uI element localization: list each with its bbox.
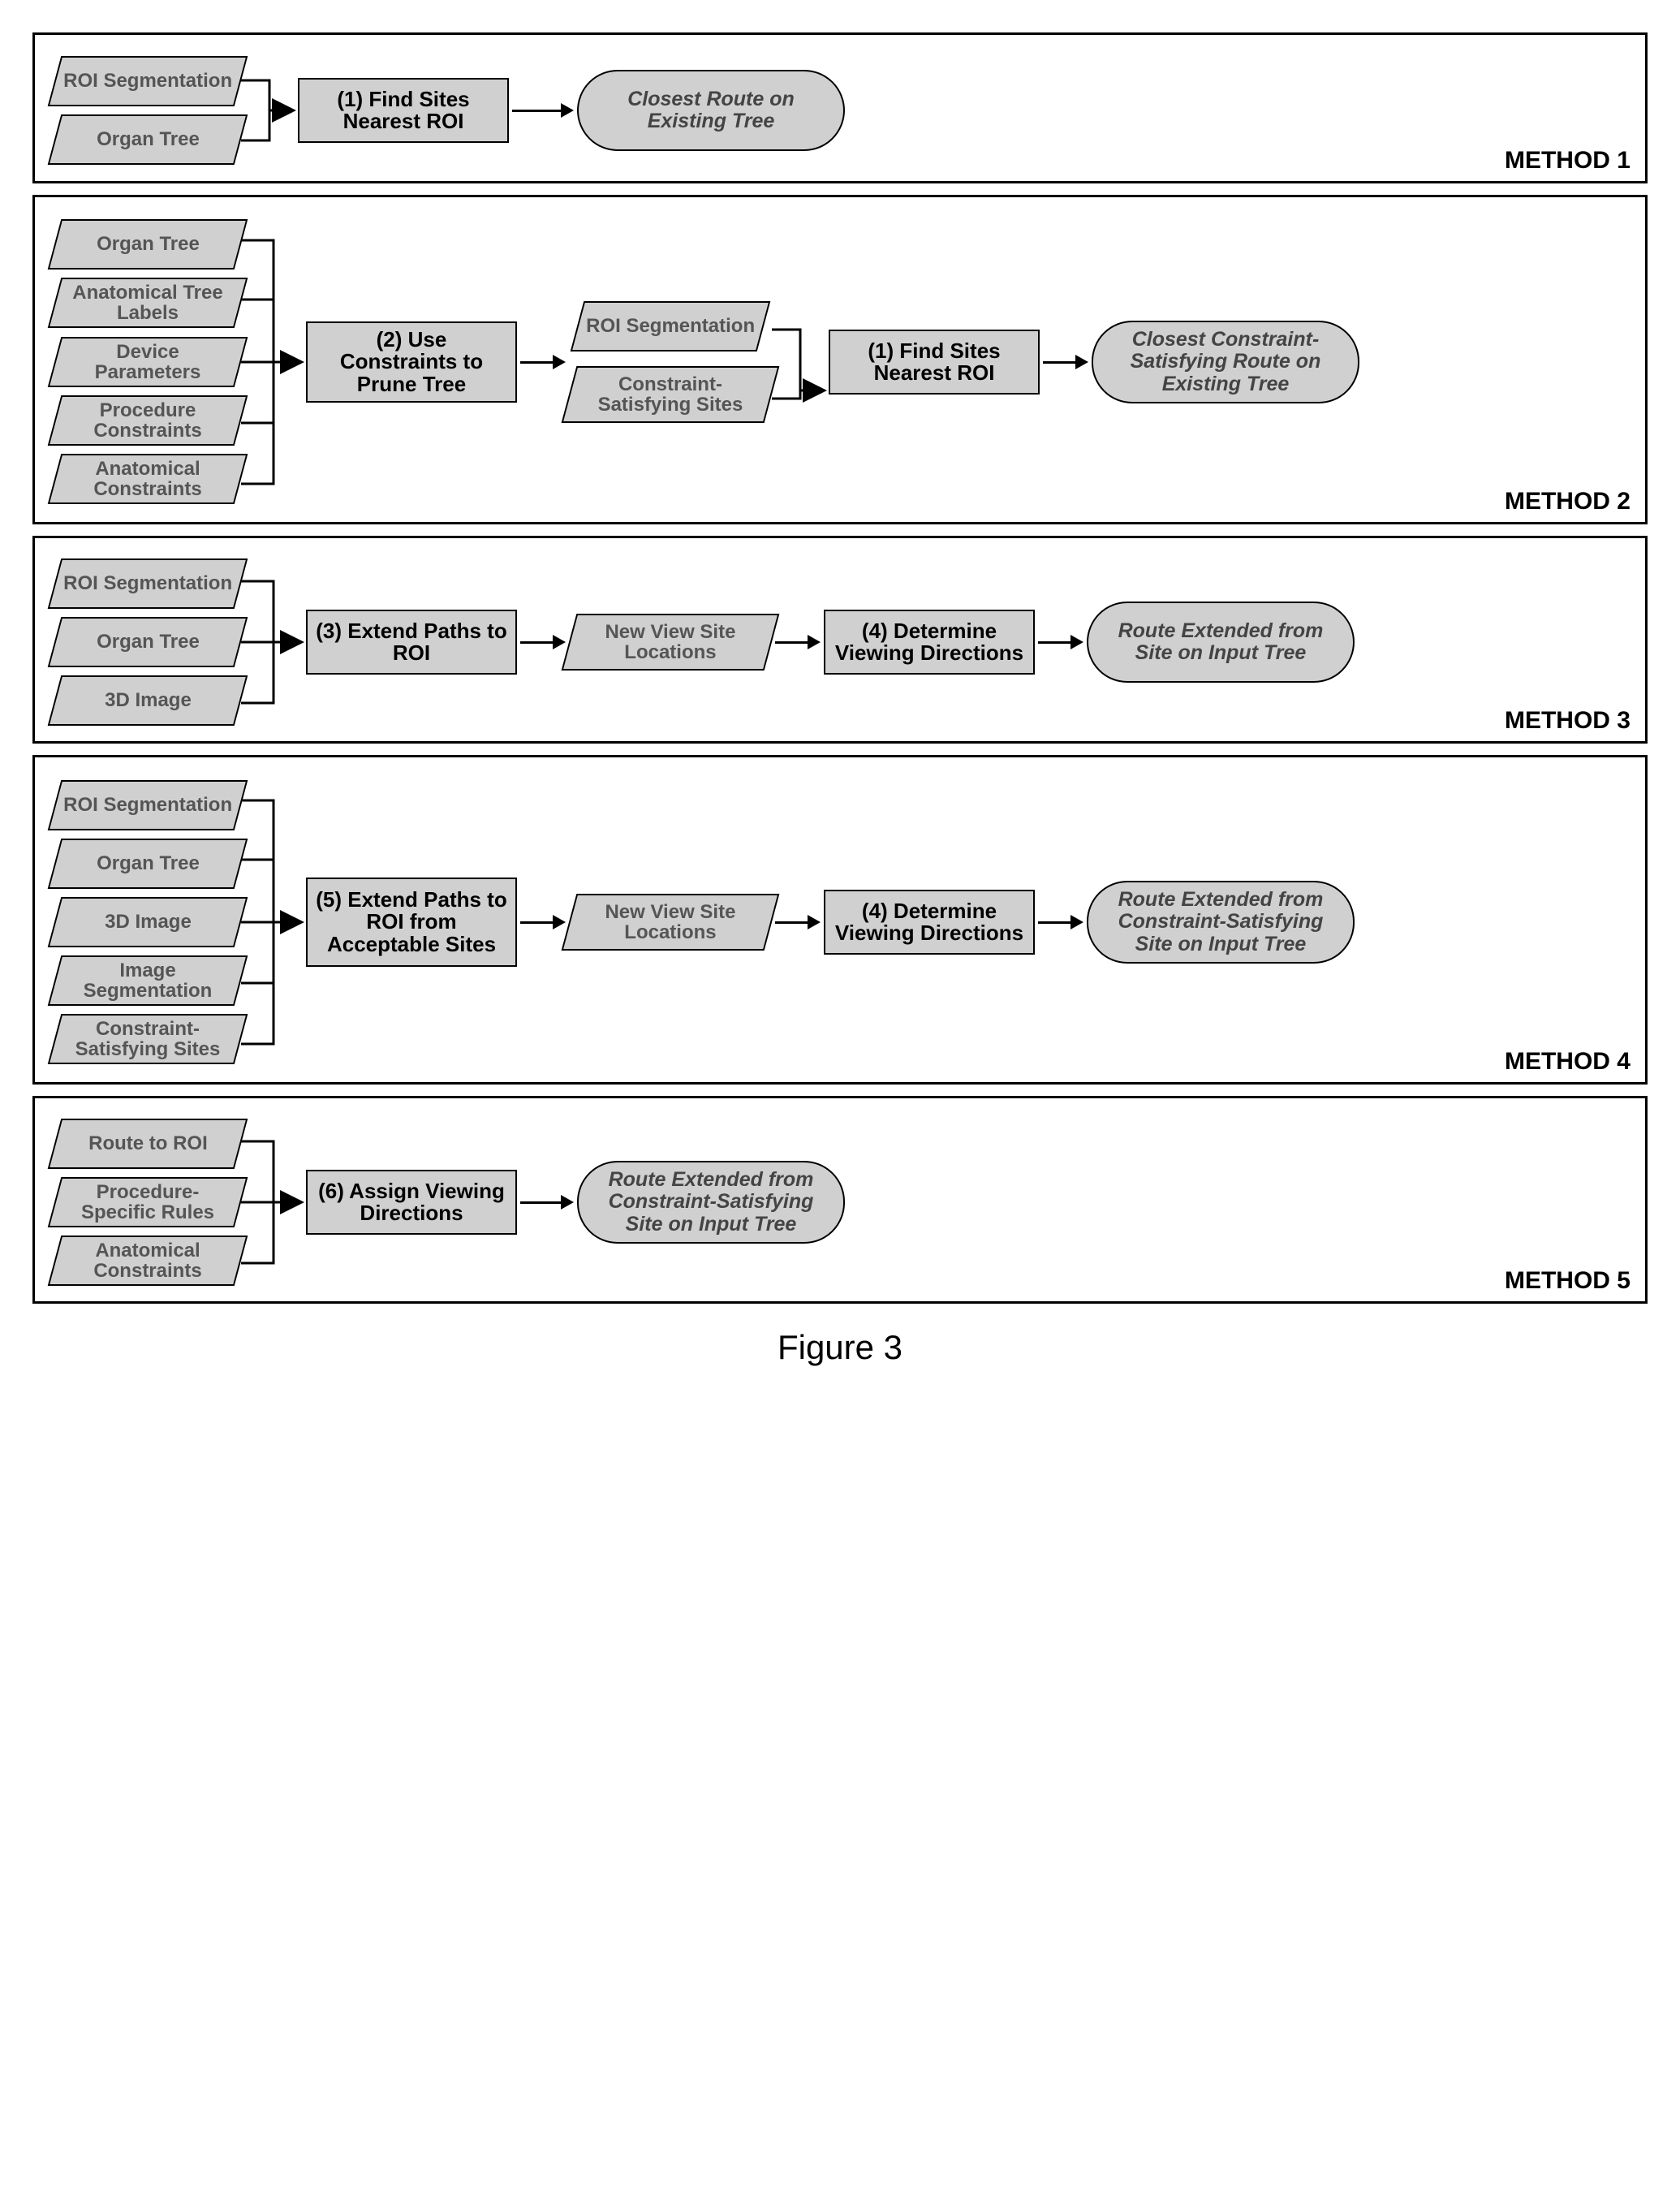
arrow-icon xyxy=(1043,355,1088,369)
arrow-icon xyxy=(520,635,566,649)
arrow-icon xyxy=(775,915,821,929)
input-label: Image Segmentation xyxy=(62,960,233,1001)
connector-icon xyxy=(241,553,306,731)
process-determine-viewing-directions: (4) Determine Viewing Directions xyxy=(824,610,1035,675)
connector-icon xyxy=(241,1113,306,1292)
process-find-sites-nearest-roi: (1) Find Sites Nearest ROI xyxy=(298,78,509,143)
input-procedure-constraints: Procedure Constraints xyxy=(48,395,248,446)
input-organ-tree: Organ Tree xyxy=(48,617,248,667)
input-label: 3D Image xyxy=(105,690,192,710)
input-roi-segmentation: ROI Segmentation xyxy=(571,301,771,351)
data-constraint-satisfying-sites: Constraint-Satisfying Sites xyxy=(562,366,780,423)
data-new-view-site-locations: New View Site Locations xyxy=(562,614,780,671)
input-organ-tree: Organ Tree xyxy=(48,114,248,165)
method-label: METHOD 1 xyxy=(1505,147,1630,175)
input-label: ROI Segmentation xyxy=(63,573,232,593)
method-3-inputs: ROI Segmentation Organ Tree 3D Image xyxy=(54,558,241,726)
process-use-constraints-prune-tree: (2) Use Constraints to Prune Tree xyxy=(306,321,517,403)
method-4-box: ROI Segmentation Organ Tree 3D Image Ima… xyxy=(32,755,1648,1085)
input-roi-segmentation: ROI Segmentation xyxy=(48,56,248,106)
process-assign-viewing-directions: (6) Assign Viewing Directions xyxy=(306,1170,517,1235)
input-constraint-satisfying-sites: Constraint-Satisfying Sites xyxy=(48,1014,248,1064)
connector-icon xyxy=(772,293,829,431)
method-1-box: ROI Segmentation Organ Tree (1) Find Sit… xyxy=(32,32,1648,183)
connector-icon xyxy=(241,50,298,171)
data-label: Constraint-Satisfying Sites xyxy=(577,374,764,415)
input-label: ROI Segmentation xyxy=(63,795,232,815)
input-label: Procedure Constraints xyxy=(62,400,233,441)
terminal-route-extended: Route Extended from Site on Input Tree xyxy=(1087,602,1355,683)
input-device-parameters: Device Parameters xyxy=(48,337,248,387)
input-label: Anatomical Constraints xyxy=(62,459,233,499)
method-label: METHOD 5 xyxy=(1505,1267,1630,1295)
arrow-icon xyxy=(520,1195,574,1210)
figure-page: ROI Segmentation Organ Tree (1) Find Sit… xyxy=(32,32,1648,1367)
data-new-view-site-locations: New View Site Locations xyxy=(562,894,780,951)
data-label: New View Site Locations xyxy=(577,902,764,942)
input-label: Constraint-Satisfying Sites xyxy=(62,1019,233,1059)
method-5-inputs: Route to ROI Procedure-Specific Rules An… xyxy=(54,1119,241,1287)
connector-icon xyxy=(241,212,306,512)
arrow-icon xyxy=(775,635,821,649)
input-label: Anatomical Constraints xyxy=(62,1240,233,1281)
input-label: Organ Tree xyxy=(97,853,200,873)
input-procedure-specific-rules: Procedure-Specific Rules xyxy=(48,1177,248,1227)
method-5-box: Route to ROI Procedure-Specific Rules An… xyxy=(32,1096,1648,1304)
input-label: 3D Image xyxy=(105,912,192,932)
process-determine-viewing-directions: (4) Determine Viewing Directions xyxy=(824,890,1035,955)
data-label: New View Site Locations xyxy=(577,622,764,662)
input-label: ROI Segmentation xyxy=(586,316,755,336)
method-label: METHOD 3 xyxy=(1505,707,1630,735)
terminal-route-extended-constraint: Route Extended from Constraint-Satisfyin… xyxy=(1087,881,1355,964)
arrow-icon xyxy=(1038,915,1083,929)
method-3-box: ROI Segmentation Organ Tree 3D Image (3)… xyxy=(32,536,1648,744)
arrow-icon xyxy=(512,103,574,118)
method-2-box: Organ Tree Anatomical Tree Labels Device… xyxy=(32,195,1648,524)
input-label: Organ Tree xyxy=(97,235,200,255)
arrow-icon xyxy=(520,915,566,929)
input-route-to-roi: Route to ROI xyxy=(48,1119,248,1169)
input-roi-segmentation: ROI Segmentation xyxy=(48,558,248,609)
connector-icon xyxy=(241,772,306,1072)
input-anatomical-constraints: Anatomical Constraints xyxy=(48,1236,248,1286)
input-label: Device Parameters xyxy=(62,342,233,382)
process-extend-paths-acceptable-sites: (5) Extend Paths to ROI from Acceptable … xyxy=(306,878,517,967)
input-image-segmentation: Image Segmentation xyxy=(48,955,248,1006)
input-label: Organ Tree xyxy=(97,632,200,652)
input-label: Organ Tree xyxy=(97,129,200,149)
input-roi-segmentation: ROI Segmentation xyxy=(48,780,248,830)
method-4-inputs: ROI Segmentation Organ Tree 3D Image Ima… xyxy=(54,780,241,1065)
arrow-icon xyxy=(1038,635,1083,649)
input-label: Anatomical Tree Labels xyxy=(62,282,233,323)
process-extend-paths-to-roi: (3) Extend Paths to ROI xyxy=(306,610,517,675)
input-label: ROI Segmentation xyxy=(63,71,232,91)
method-label: METHOD 4 xyxy=(1505,1048,1630,1076)
figure-caption: Figure 3 xyxy=(32,1328,1648,1367)
terminal-closest-constraint-route: Closest Constraint-Satisfying Route on E… xyxy=(1092,321,1359,404)
arrow-icon xyxy=(520,355,566,369)
terminal-closest-route: Closest Route on Existing Tree xyxy=(577,70,845,151)
input-anatomical-constraints: Anatomical Constraints xyxy=(48,454,248,504)
input-organ-tree: Organ Tree xyxy=(48,219,248,270)
input-3d-image: 3D Image xyxy=(48,675,248,726)
terminal-route-extended-constraint: Route Extended from Constraint-Satisfyin… xyxy=(577,1161,845,1244)
method-2-inputs: Organ Tree Anatomical Tree Labels Device… xyxy=(54,219,241,505)
method-1-inputs: ROI Segmentation Organ Tree xyxy=(54,56,241,165)
input-3d-image: 3D Image xyxy=(48,897,248,947)
input-label: Route to ROI xyxy=(88,1133,208,1154)
input-anatomical-tree-labels: Anatomical Tree Labels xyxy=(48,278,248,328)
method-label: METHOD 2 xyxy=(1505,488,1630,515)
input-label: Procedure-Specific Rules xyxy=(62,1182,233,1223)
input-organ-tree: Organ Tree xyxy=(48,839,248,889)
process-find-sites-nearest-roi: (1) Find Sites Nearest ROI xyxy=(829,330,1040,395)
